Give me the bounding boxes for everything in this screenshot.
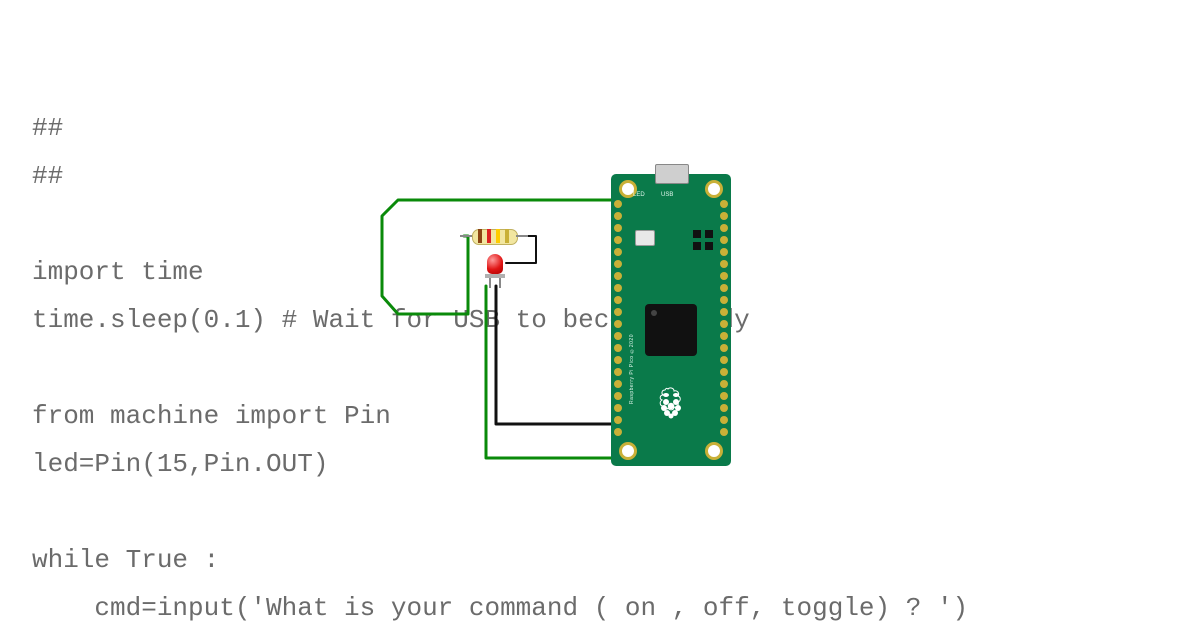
- bootsel-button: [635, 230, 655, 246]
- silk-usb-label: USB: [661, 192, 673, 198]
- led-red: [484, 254, 506, 282]
- smd-component: [705, 230, 713, 238]
- circuit-diagram: USB LED Raspberry Pi Pico ©2020: [368, 168, 748, 478]
- resistor: [462, 226, 526, 246]
- usb-connector: [655, 164, 689, 184]
- led-bulb: [487, 254, 503, 274]
- raspberry-logo-icon: [653, 386, 689, 422]
- silk-board-label: Raspberry Pi Pico ©2020: [629, 334, 635, 404]
- mount-hole: [705, 442, 723, 460]
- smd-component: [693, 230, 701, 238]
- smd-component: [705, 242, 713, 250]
- mount-hole: [619, 442, 637, 460]
- smd-component: [693, 242, 701, 250]
- silk-led-label: LED: [633, 192, 645, 198]
- rp2040-chip: [645, 304, 697, 356]
- mount-hole: [705, 180, 723, 198]
- pin-row-left: [614, 200, 622, 436]
- pin-row-right: [720, 200, 728, 436]
- pico-board: USB LED Raspberry Pi Pico ©2020: [611, 174, 731, 466]
